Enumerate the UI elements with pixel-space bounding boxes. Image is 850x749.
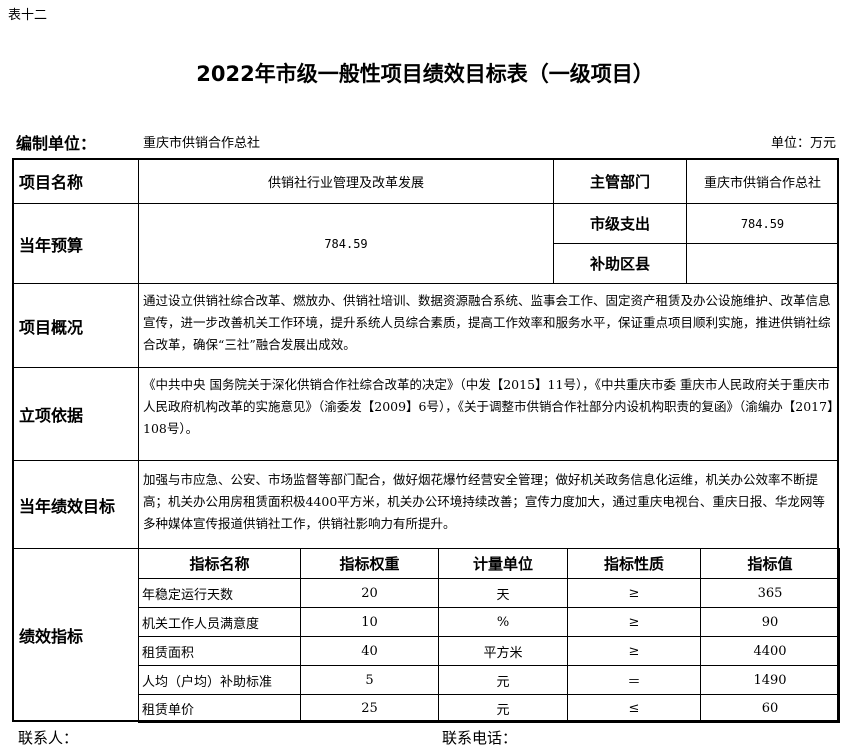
currency-unit: 单位：万元 — [770, 136, 836, 151]
basis-label: 立项依据 — [12, 367, 139, 461]
overview-label: 项目概况 — [12, 283, 139, 368]
indicator-value: 1490 — [700, 665, 840, 695]
indicator-nature: ≥ — [567, 636, 701, 666]
city-label: 市级支出 — [553, 203, 687, 244]
dept: 重庆市供销合作总社 — [686, 158, 839, 204]
city-value: 784.59 — [686, 203, 839, 244]
unit-label: 编制单位： — [16, 134, 97, 153]
contact-label: 联系人： — [18, 729, 79, 747]
indicator-unit: 元 — [438, 694, 568, 723]
header-indicator-weight: 指标权重 — [300, 548, 439, 579]
header-indicator-unit: 计量单位 — [438, 548, 568, 579]
header-indicator-value: 指标值 — [700, 548, 840, 579]
indicator-nature: ≥ — [567, 607, 701, 637]
indicator-nature: ＝ — [567, 665, 701, 695]
header-indicator-name: 指标名称 — [138, 548, 301, 579]
goal-label: 当年绩效目标 — [12, 460, 139, 549]
indicator-name: 租赁单价 — [138, 694, 301, 723]
indicator-nature: ≥ — [567, 578, 701, 608]
indicator-name: 年稳定运行天数 — [138, 578, 301, 608]
header-indicator-nature: 指标性质 — [567, 548, 701, 579]
budget-value: 784.59 — [138, 203, 554, 284]
dept-label: 主管部门 — [553, 158, 687, 204]
budget-label: 当年预算 — [12, 203, 139, 284]
project-name: 供销社行业管理及改革发展 — [138, 158, 554, 204]
basis-text: 《中共中央 国务院关于深化供销合作社综合改革的决定》（中发【2015】11号），… — [138, 367, 839, 461]
indicator-unit: % — [438, 607, 568, 637]
indicator-unit: 平方米 — [438, 636, 568, 666]
indicator-weight: 25 — [300, 694, 439, 723]
indicator-label: 绩效指标 — [12, 548, 139, 722]
indicator-value: 365 — [700, 578, 840, 608]
indicator-unit: 元 — [438, 665, 568, 695]
table-number: 表十二 — [8, 8, 48, 23]
phone-label: 联系电话： — [442, 729, 518, 747]
indicator-value: 60 — [700, 694, 840, 723]
overview-text: 通过设立供销社综合改革、燃放办、供销社培训、数据资源融合系统、监事会工作、固定资… — [138, 283, 839, 368]
indicator-name: 租赁面积 — [138, 636, 301, 666]
indicator-weight: 5 — [300, 665, 439, 695]
unit-name: 重庆市供销合作总社 — [143, 136, 261, 151]
goal-text: 加强与市应急、公安、市场监督等部门配合，做好烟花爆竹经营安全管理；做好机关政务信… — [138, 460, 839, 549]
indicator-weight: 10 — [300, 607, 439, 637]
indicator-value: 4400 — [700, 636, 840, 666]
district-value — [686, 243, 839, 284]
district-label: 补助区县 — [553, 243, 687, 284]
page-title: 2022年市级一般性项目绩效目标表（一级项目） — [196, 62, 654, 86]
indicator-weight: 40 — [300, 636, 439, 666]
indicator-name: 机关工作人员满意度 — [138, 607, 301, 637]
indicator-weight: 20 — [300, 578, 439, 608]
indicator-name: 人均（户均）补助标准 — [138, 665, 301, 695]
indicator-unit: 天 — [438, 578, 568, 608]
project-name-label: 项目名称 — [12, 158, 139, 204]
indicator-value: 90 — [700, 607, 840, 637]
indicator-nature: ≤ — [567, 694, 701, 723]
